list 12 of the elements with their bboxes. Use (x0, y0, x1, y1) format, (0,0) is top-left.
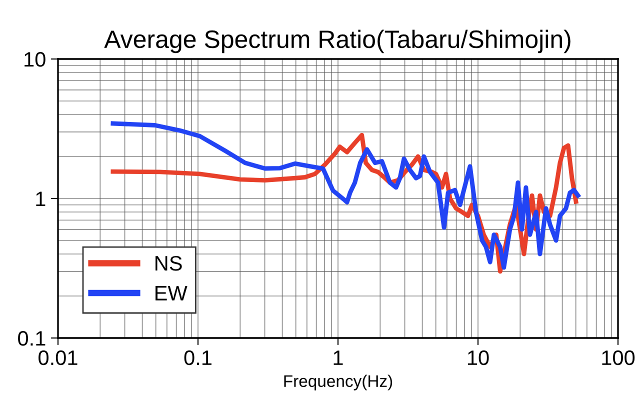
y-tick-label: 0.1 (18, 331, 46, 346)
x-axis-title: Frequency(Hz) (284, 374, 392, 390)
chart-title: Average Spectrum Ratio(Tabaru/Shimojin) (104, 30, 570, 54)
legend-label: EW (156, 286, 188, 300)
x-tick-label: 0.01 (38, 350, 78, 366)
x-tick-label: 100 (602, 350, 635, 366)
x-tick-label: 10 (468, 350, 489, 366)
x-tick-label: 0.1 (184, 350, 212, 366)
y-tick-label: 10 (24, 52, 46, 67)
y-tick-label: 1 (36, 192, 46, 206)
legend-label: NS (156, 256, 182, 271)
x-tick-label: 1 (334, 350, 343, 365)
